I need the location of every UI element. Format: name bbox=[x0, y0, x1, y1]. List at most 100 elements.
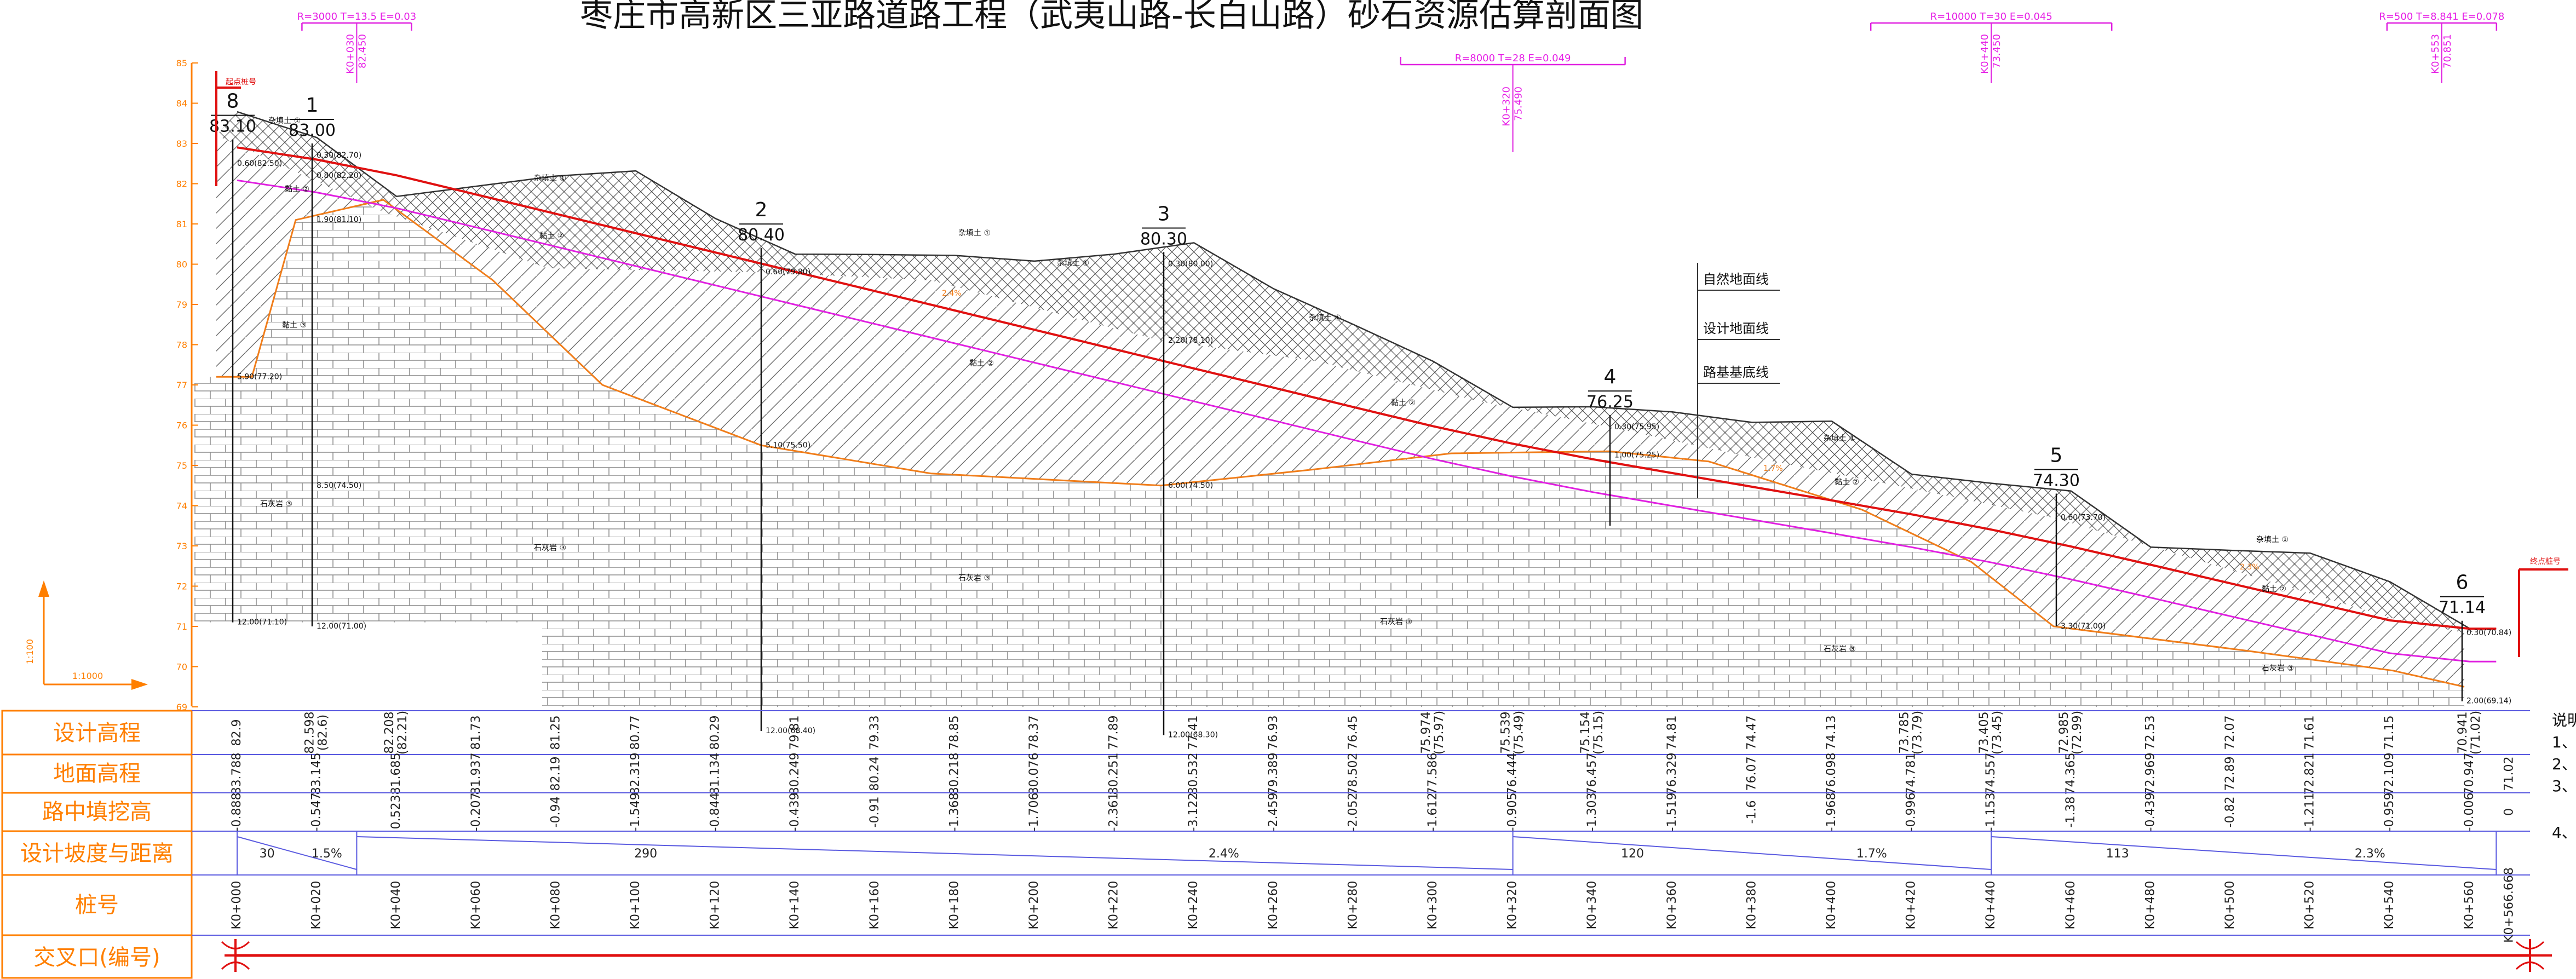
borehole-id: 8 bbox=[227, 90, 239, 113]
borehole-depth: 5.90(77.20) bbox=[237, 372, 282, 381]
table-cell-design_elev: 72.53 bbox=[2143, 716, 2157, 750]
table-cell-design_elev: 75.539 bbox=[1499, 712, 1513, 754]
borehole-depth: 0.30(80.00) bbox=[1168, 260, 1213, 269]
table-cell-design_elev: 82.598 bbox=[303, 712, 317, 754]
table-cell-ground_elev: 80.249 bbox=[788, 753, 802, 795]
scale-indicator: 1:100 1:1000 bbox=[25, 580, 148, 690]
horizontal-scale: 1:1000 bbox=[72, 671, 103, 681]
table-cell-ground_elev: 82.19 bbox=[549, 757, 562, 791]
table-cell-ground_elev: 74.557 bbox=[1984, 753, 1998, 795]
table-cell-fill_cut: -0.996 bbox=[1905, 793, 1918, 832]
table-cell-stakes: K0+060 bbox=[469, 881, 483, 930]
table-cell-stakes: K0+360 bbox=[1665, 881, 1679, 930]
table-cell-fill_cut: -2.052 bbox=[1346, 793, 1360, 832]
table-cell-fill_cut: -0.94 bbox=[549, 797, 562, 828]
table-cell-fill_cut: -1.303 bbox=[1585, 793, 1599, 832]
start-marker-label: 起点桩号 bbox=[226, 77, 256, 87]
table-cell-stakes: K0+120 bbox=[709, 881, 722, 930]
soil-label-lime3: 石灰岩 ③ bbox=[958, 574, 991, 583]
borehole-depth: 0.30(82.70) bbox=[317, 151, 361, 160]
crossing-start-icon bbox=[221, 939, 257, 972]
table-cell-ground_elev: 76.098 bbox=[1825, 753, 1838, 795]
table-cell-stakes: K0+560 bbox=[2463, 881, 2476, 930]
table-cell-fill_cut: -1.549 bbox=[629, 793, 642, 832]
table-cell-stakes: K0+280 bbox=[1346, 881, 1360, 930]
table-cell-design_elev: (73.45) bbox=[1991, 711, 2004, 755]
table-row-labels: 设计高程 地面高程 路中填挖高 设计坡度与距离 桩号 交叉口(编号) bbox=[1, 710, 193, 979]
grade-distance: 290 bbox=[634, 847, 657, 861]
table-cell-stake-end: K0+566.668 bbox=[2502, 867, 2516, 943]
table-cell-stakes: K0+300 bbox=[1426, 881, 1440, 930]
table-cell-ground_elev: 83.788 bbox=[230, 753, 244, 795]
grade-percent: 2.3% bbox=[2355, 847, 2385, 861]
borehole-depth: 12.00(68.40) bbox=[766, 727, 815, 735]
borehole-depth: 5.10(75.50) bbox=[766, 441, 810, 450]
table-cell-fill_cut: -1.968 bbox=[1825, 793, 1838, 832]
table-cell-stakes: K0+440 bbox=[1984, 881, 1998, 930]
soil-label-lime3: 石灰岩 ③ bbox=[534, 544, 566, 552]
vertical-curve: R=8000 T=28 E=0.049 K0+320 75.490 bbox=[1400, 53, 1626, 152]
table-cell-design_elev: 72.07 bbox=[2223, 716, 2237, 750]
table-cell-design_elev: 78.85 bbox=[947, 716, 961, 750]
table-cell-ground_elev: 72.821 bbox=[2303, 753, 2317, 795]
soil-label-clay2: 黏土 ② bbox=[285, 185, 309, 194]
vertical-scale: 1:100 bbox=[25, 639, 35, 664]
soil-label-clay3: 黏土 ③ bbox=[282, 321, 307, 330]
grade-percent: 2.4% bbox=[1209, 847, 1239, 861]
table-cell-fill_cut: -0.959 bbox=[2383, 793, 2396, 832]
table-cell-design_elev: 79.33 bbox=[868, 716, 882, 750]
table-cell-design_elev: 70.941 bbox=[2456, 712, 2470, 754]
table-cell-stakes: K0+320 bbox=[1506, 881, 1520, 930]
table-columns: 82.9 82.598 (82.6) 82.208 (82.21) 81.73 81.25 8… bbox=[192, 710, 2530, 943]
curve-stake: K0+320 bbox=[1501, 87, 1513, 126]
borehole-top-elev: 80.40 bbox=[738, 226, 785, 245]
borehole-depth: 6.00(74.50) bbox=[1168, 481, 1213, 490]
clay-layer bbox=[216, 135, 2464, 687]
table-cell-fill-end: 0 bbox=[2502, 808, 2516, 816]
table-cell-ground_elev: 72.969 bbox=[2143, 753, 2157, 795]
table-cell-design_elev: 71.61 bbox=[2303, 716, 2317, 750]
table-cell-ground_elev: 81.134 bbox=[709, 753, 722, 795]
curve-elev: 73.450 bbox=[1991, 34, 2003, 68]
table-cell-stakes: K0+520 bbox=[2303, 881, 2317, 930]
vertical-curve: R=500 T=8.841 E=0.078 K0+553 70.851 bbox=[2379, 11, 2504, 83]
table-cell-design_elev: 75.154 bbox=[1579, 712, 1592, 754]
curve-params: R=10000 T=30 E=0.045 bbox=[1930, 11, 2052, 22]
table-cell-design_elev: (75.97) bbox=[1433, 711, 1446, 755]
borehole-id: 2 bbox=[755, 199, 768, 221]
table-cell-fill_cut: -1.706 bbox=[1027, 793, 1041, 832]
clay-rock-interface-line bbox=[216, 199, 2465, 688]
table-cell-ground_elev: 83.145 bbox=[310, 753, 324, 795]
borehole-top-elev: 80.30 bbox=[1140, 229, 1187, 249]
end-marker-label: 终点桩号 bbox=[2530, 557, 2561, 566]
legend-design-grade: 设计地面线 bbox=[1703, 321, 1769, 336]
table-cell-ground_elev: 80.218 bbox=[947, 753, 961, 795]
note-4: 4、 bbox=[2552, 823, 2576, 842]
table-cell-stakes: K0+420 bbox=[1905, 881, 1918, 930]
end-marker: 终点桩号 bbox=[2518, 557, 2568, 657]
soil-label-clay2: 黏土 ② bbox=[969, 359, 994, 368]
scale-arrowhead-v-icon bbox=[38, 580, 49, 597]
soil-label-lime3: 石灰岩 ③ bbox=[260, 500, 292, 509]
legend-subgrade: 路基基底线 bbox=[1703, 365, 1769, 380]
borehole-depth: 12.00(71.10) bbox=[237, 618, 287, 627]
profile-data-table: 设计高程 地面高程 路中填挖高 设计坡度与距离 桩号 交叉口(编号) 82.9 8… bbox=[1, 710, 2552, 979]
table-cell-ground_elev: 72.89 bbox=[2223, 757, 2237, 791]
soil-label-fill1: 杂填土 ① bbox=[268, 117, 301, 125]
borehole: 4 76.25 0.30(75.95) 1.00(75.25) bbox=[1586, 366, 1659, 526]
borehole: 6 71.14 0.30(70.84) 2.00(69.14) bbox=[2439, 572, 2511, 706]
soil-label-clay2: 黏土 ② bbox=[539, 232, 564, 240]
subgrade-base-line bbox=[237, 179, 2497, 663]
elev-tick-label: 80 bbox=[176, 260, 187, 270]
table-cell-ground_elev: 72.109 bbox=[2383, 753, 2396, 795]
table-cell-ground_elev: 76.329 bbox=[1665, 753, 1679, 795]
table-cell-design_elev: 74.13 bbox=[1825, 716, 1838, 750]
table-cell-stakes: K0+180 bbox=[947, 881, 961, 930]
curve-elev: 82.450 bbox=[357, 34, 368, 68]
table-cell-stakes: K0+080 bbox=[549, 881, 562, 930]
table-cell-fill_cut: -0.82 bbox=[2223, 797, 2237, 828]
table-cell-fill_cut: -2.459 bbox=[1267, 793, 1280, 832]
curve-stake: K0+553 bbox=[2430, 34, 2441, 74]
